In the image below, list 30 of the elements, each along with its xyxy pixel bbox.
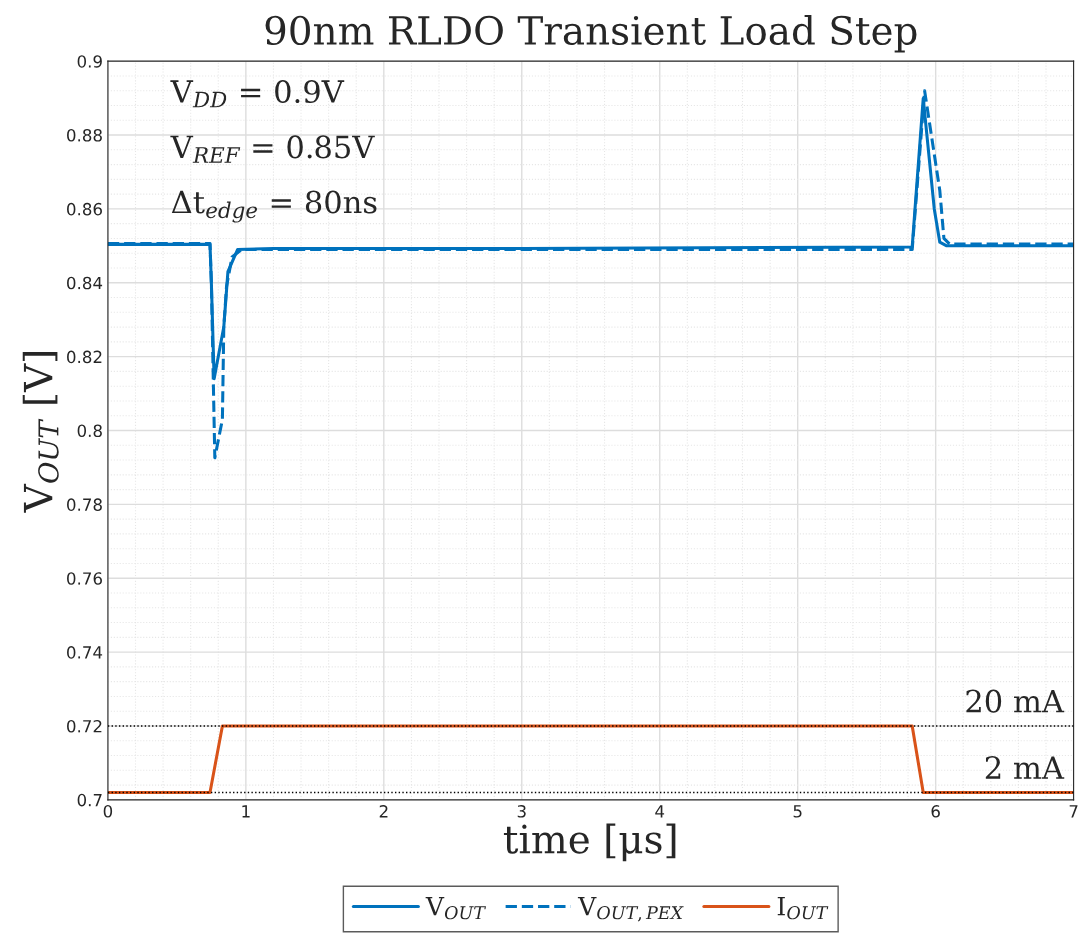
y-tick-label: 0.86 — [67, 202, 102, 216]
y-tick-label: 0.76 — [67, 572, 102, 585]
y-tick-label: 0.9 — [77, 55, 102, 68]
y-tick-label: 0.8 — [77, 424, 102, 438]
y-tick-label: 0.74 — [67, 646, 103, 659]
x-tick-label: 4 — [655, 805, 665, 818]
x-tick-label: 0 — [103, 805, 113, 818]
annotation: V$_{DD}$ = 0.9V — [170, 79, 345, 108]
y-tick-label: 0.84 — [67, 276, 103, 290]
annotation: V$_{REF}$ = 0.85V — [170, 135, 375, 163]
y-tick-label: 0.82 — [67, 350, 102, 364]
ref-line-label: 2 mA — [985, 756, 1065, 779]
ref-line-label: 20 mA — [966, 689, 1065, 713]
y-axis-title: V$_{OUT}$ [V] — [22, 352, 59, 513]
x-tick-label: 7 — [1069, 805, 1078, 818]
legend-label: I$_{OUT}$ — [777, 896, 829, 920]
x-tick-label: 3 — [517, 805, 526, 818]
x-axis-title: time [μs] — [503, 823, 676, 862]
annotation: Δt$_{edge}$ = 80ns — [171, 190, 377, 223]
legend-label: V$_{OUT,PEX}$ — [577, 896, 684, 922]
x-tick-label: 5 — [793, 805, 802, 818]
y-tick-label: 0.88 — [67, 129, 102, 142]
x-tick-label: 6 — [931, 805, 940, 818]
y-tick-label: 0.7 — [77, 793, 102, 807]
legend-label: V$_{OUT}$ — [425, 896, 486, 920]
chart-title: 90nm RLDO Transient Load Step — [265, 14, 917, 53]
x-tick-label: 2 — [379, 805, 388, 818]
y-tick-label: 0.72 — [67, 719, 102, 733]
y-tick-label: 0.78 — [67, 498, 102, 511]
x-tick-label: 1 — [242, 805, 250, 818]
